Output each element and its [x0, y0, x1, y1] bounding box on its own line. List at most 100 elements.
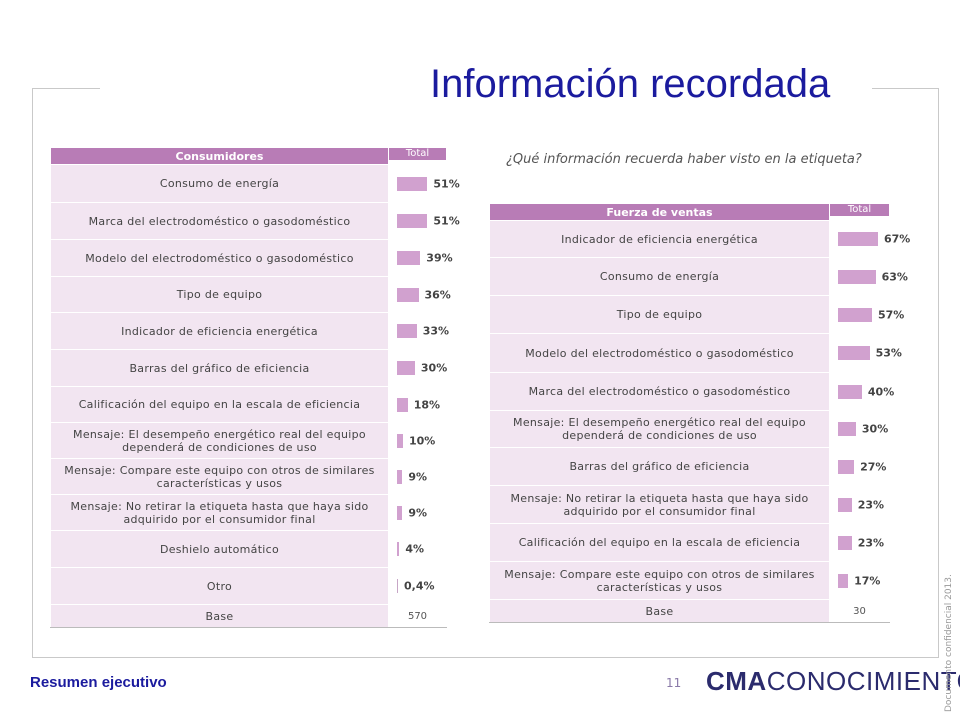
fuerza-ventas-total-header: Total: [829, 203, 890, 221]
value-bar: [838, 573, 849, 588]
table-row: Mensaje: El desempeño energético real de…: [50, 422, 447, 459]
row-value-cell: 36%: [388, 276, 451, 313]
value-bar: [397, 214, 428, 228]
value-bar: [838, 422, 856, 436]
section-label: Resumen ejecutivo: [30, 674, 167, 691]
row-value-cell: 33%: [388, 312, 450, 350]
value-bar: [397, 251, 421, 265]
row-label: Deshielo automático: [50, 530, 389, 568]
consumidores-total-header: Total: [388, 147, 447, 165]
base-value: 30: [853, 605, 866, 617]
row-value-cell: 27%: [829, 447, 890, 486]
base-value: 570: [407, 610, 428, 622]
value-bar: [838, 307, 872, 322]
row-label: Barras del gráfico de eficiencia: [489, 447, 830, 486]
value-bar: [838, 384, 862, 399]
table-row: Barras del gráfico de eficiencia 30%: [50, 349, 448, 387]
row-value-cell: 10%: [388, 422, 447, 459]
row-label: Mensaje: El desempeño energético real de…: [50, 422, 389, 459]
row-label: Mensaje: No retirar la etiqueta hasta qu…: [489, 485, 830, 524]
row-label: Mensaje: Compare este equipo con otros d…: [489, 561, 830, 600]
row-label: Consumo de energía: [50, 164, 389, 203]
value-label: 53%: [875, 346, 902, 360]
base-row: Base 570: [50, 604, 447, 628]
row-label: Indicador de eficiencia energética: [489, 220, 830, 258]
value-label: 57%: [878, 308, 905, 321]
row-label: Calificación del equipo en la escala de …: [50, 386, 389, 423]
fuerza-ventas-header: Fuerza de ventas: [489, 203, 830, 221]
consumidores-header: Consumidores: [50, 147, 389, 165]
value-label: 39%: [426, 251, 453, 265]
value-label: 23%: [857, 536, 885, 549]
row-value-cell: 30%: [388, 349, 448, 387]
table-row: Mensaje: No retirar la etiqueta hasta qu…: [489, 485, 890, 524]
table-row: Consumo de energía 51%: [50, 164, 460, 203]
value-label: 17%: [854, 574, 881, 587]
logo-bold-text: CMA: [706, 666, 767, 696]
fuerza-ventas-total-label: Total: [830, 204, 889, 216]
value-label: 30%: [420, 361, 448, 375]
table-row: Modelo del electrodoméstico o gasodomést…: [50, 239, 453, 277]
consumidores-total-label: Total: [389, 148, 446, 160]
row-label: Otro: [50, 567, 389, 605]
value-label: 67%: [884, 232, 911, 246]
value-label: 10%: [409, 434, 436, 447]
row-value-cell: 4%: [388, 530, 447, 568]
table-row: Marca del electrodoméstico o gasodomésti…: [489, 372, 894, 411]
value-label: 63%: [881, 270, 908, 283]
frame-top-left-line: [32, 88, 100, 89]
table-row: Marca del electrodoméstico o gasodomésti…: [50, 202, 460, 240]
value-label: 30%: [861, 422, 889, 436]
table-row: Tipo de equipo 36%: [50, 276, 451, 313]
row-label: Mensaje: No retirar la etiqueta hasta qu…: [50, 494, 389, 531]
row-value-cell: 23%: [829, 523, 890, 562]
row-value-cell: 0,4%: [388, 567, 447, 605]
value-bar: [397, 433, 403, 448]
value-label: 27%: [860, 460, 887, 473]
table-row: Calificación del equipo en la escala de …: [489, 523, 890, 562]
table-row: Mensaje: No retirar la etiqueta hasta qu…: [50, 494, 447, 531]
row-label: Calificación del equipo en la escala de …: [489, 523, 830, 562]
row-label: Tipo de equipo: [50, 276, 389, 313]
value-label: 4%: [405, 542, 425, 556]
frame-top-right-line: [872, 88, 938, 89]
value-bar: [838, 535, 852, 550]
value-bar: [838, 459, 855, 474]
row-value-cell: 51%: [388, 164, 460, 203]
row-value-cell: 51%: [388, 202, 460, 240]
logo-rest-text: CONOCIMIENTO: [766, 666, 960, 696]
row-label: Consumo de energía: [489, 257, 830, 296]
value-label: 36%: [424, 288, 451, 301]
row-label: Barras del gráfico de eficiencia: [50, 349, 389, 387]
frame-right-line: [938, 88, 939, 658]
page-title: Información recordada: [430, 62, 831, 106]
row-value-cell: 39%: [388, 239, 453, 277]
row-label: Marca del electrodoméstico o gasodomésti…: [50, 202, 389, 240]
value-label: 51%: [433, 214, 460, 228]
value-label: 23%: [857, 498, 885, 511]
row-label: Modelo del electrodoméstico o gasodomést…: [50, 239, 389, 277]
row-value-cell: 9%: [388, 458, 447, 495]
frame-left-line: [32, 88, 33, 658]
cma-conocimiento-logo: CMACONOCIMIENTO: [706, 666, 960, 697]
value-bar: [397, 397, 408, 412]
value-bar: [397, 469, 403, 484]
value-label: 33%: [422, 324, 450, 338]
value-label: 9%: [408, 506, 428, 519]
value-label: 0,4%: [404, 579, 435, 593]
value-bar: [397, 287, 419, 302]
value-bar: [397, 324, 417, 338]
value-bar: [397, 361, 415, 375]
value-bar: [397, 579, 398, 593]
row-label: Indicador de eficiencia energética: [50, 312, 389, 350]
base-value-cell: 570: [388, 604, 447, 628]
value-bar: [397, 542, 400, 556]
base-label: Base: [489, 599, 830, 623]
base-row: Base 30: [489, 599, 890, 623]
table-row: Indicador de eficiencia energética 67%: [489, 220, 910, 258]
value-bar: [838, 269, 876, 284]
value-label: 51%: [433, 177, 460, 190]
row-value-cell: 40%: [829, 372, 894, 411]
table-row: Barras del gráfico de eficiencia 27%: [489, 447, 890, 486]
row-value-cell: 18%: [388, 386, 447, 423]
